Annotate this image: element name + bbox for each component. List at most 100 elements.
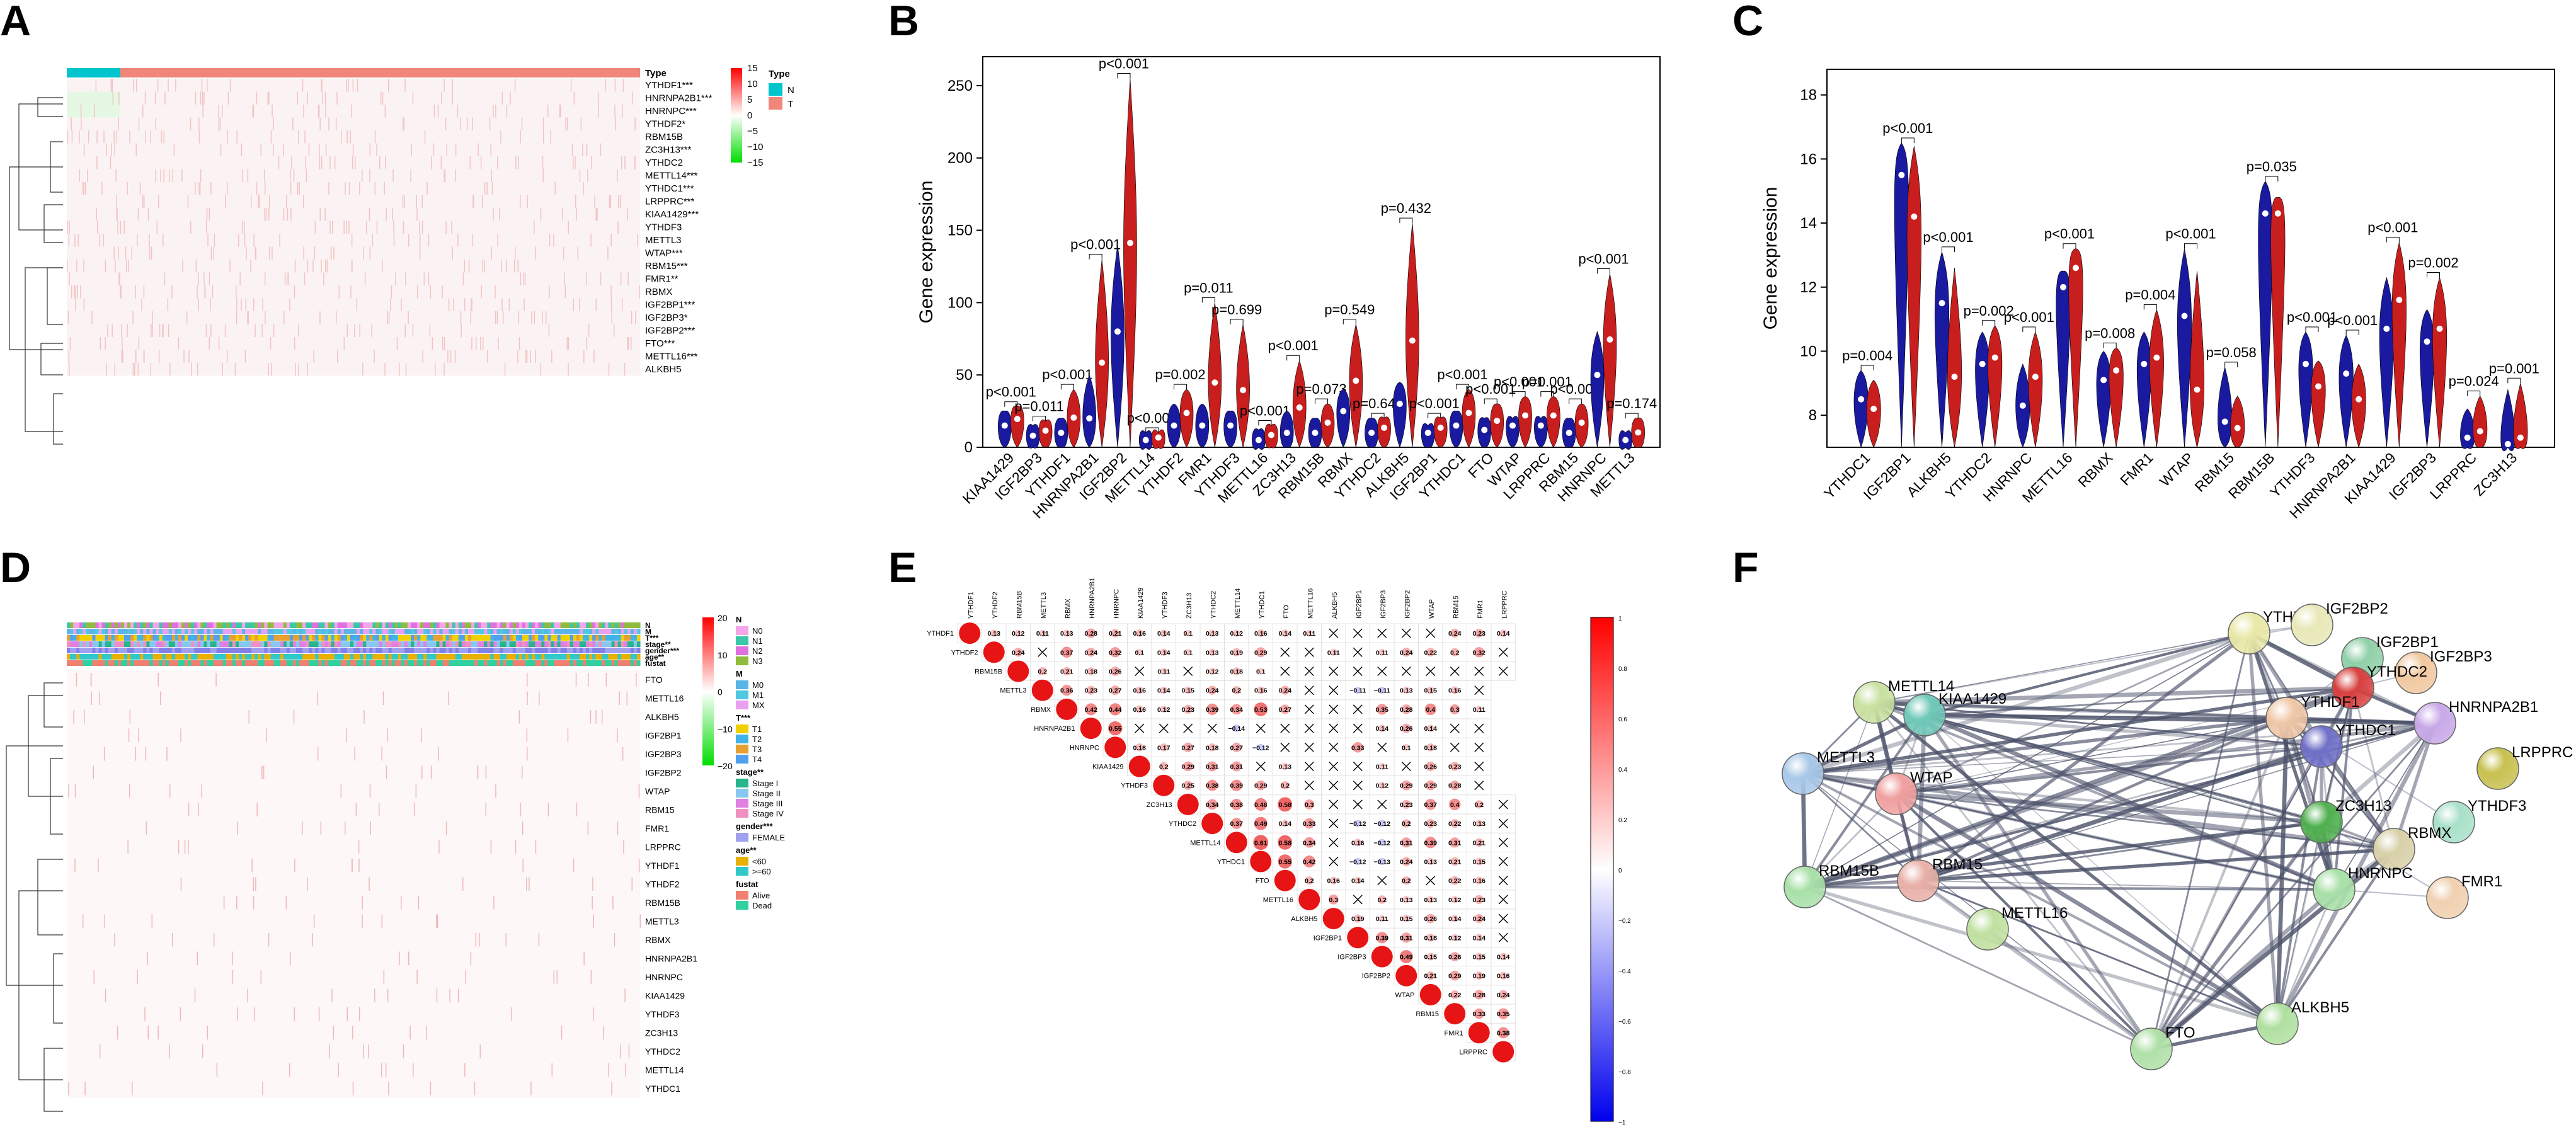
interaction-edge: [1804, 885, 2278, 1026]
heatmap-cell: [624, 156, 626, 169]
correlation-circle: [1402, 648, 1411, 657]
protein-node: [1903, 694, 1946, 736]
significance-bracket: [1540, 391, 1554, 397]
correlation-value: 0.14: [1376, 725, 1389, 733]
correlation-circle: [1225, 832, 1247, 854]
correlation-value: 0.15: [1473, 859, 1486, 866]
heatmap-cell: [444, 363, 445, 376]
annotation-cell: [573, 622, 577, 628]
annotation-cell: [95, 629, 100, 634]
annotation-cell: [235, 641, 239, 647]
annotation-cell: [598, 622, 602, 628]
heatmap-cell: [149, 234, 150, 247]
heatmap-cell: [329, 156, 331, 169]
annotation-cell: [353, 635, 357, 641]
annotation-cell: [394, 629, 399, 634]
annotation-cell: [321, 622, 326, 628]
heatmap-cell: [132, 1082, 133, 1096]
annotation-cell: [455, 654, 459, 660]
correlation-value: 0.33: [1351, 744, 1365, 752]
correlation-value: 0.13: [1400, 687, 1413, 695]
annotation-cell: [605, 635, 609, 641]
heatmap-cell: [218, 105, 219, 118]
gene-row-label: METTL3: [645, 916, 679, 926]
annotation-cell: [560, 641, 564, 647]
annotation-cell: [379, 641, 383, 647]
heatmap-cell: [321, 79, 323, 92]
annotation-cell: [229, 629, 233, 634]
annotation-cell: [570, 629, 574, 634]
correlation-value: −0.12: [1373, 820, 1390, 828]
annotation-cell: [340, 641, 345, 647]
annotation-cell: [360, 622, 364, 628]
correlation-value: 0.13: [1473, 820, 1486, 828]
nonsignificant-cross: [1038, 647, 1048, 657]
annotation-cell: [589, 635, 593, 641]
annotation-cell: [149, 635, 154, 641]
heatmap-cell: [157, 79, 159, 92]
annotation-cell: [478, 648, 481, 653]
heatmap-cell: [297, 91, 299, 105]
annotation-cell: [471, 635, 475, 641]
correlation-circle: [1426, 686, 1434, 694]
heatmap-cell: [625, 1063, 626, 1077]
interaction-edge: [1924, 632, 2250, 716]
annotation-cell: [481, 660, 484, 666]
gene-row-label: METTL16: [645, 693, 684, 703]
annotation-cell: [331, 629, 335, 634]
annotation-cell: [360, 648, 364, 653]
heatmap-cell: [167, 298, 169, 311]
row-label: FMR1: [1445, 1029, 1463, 1037]
correlation-circle: [1499, 629, 1508, 637]
annotation-cell: [273, 629, 278, 634]
annotation-cell: [449, 654, 453, 660]
correlation-value: 0.11: [1376, 649, 1388, 656]
annotation-cell: [375, 648, 380, 653]
tumor-violin: [2028, 331, 2043, 448]
correlation-circle: [1354, 820, 1361, 827]
heatmap-cell: [151, 246, 152, 260]
correlation-circle: [1135, 743, 1144, 752]
annotation-cell: [602, 648, 605, 653]
heatmap-cell: [391, 285, 392, 299]
node-label: METTL16: [2001, 905, 2068, 922]
heatmap-cell: [464, 298, 466, 311]
annotation-cell: [493, 660, 498, 666]
annotation-cell: [162, 629, 166, 634]
heatmap-cell: [325, 260, 326, 273]
heatmap-cell: [396, 337, 398, 350]
heatmap-cell: [290, 951, 291, 965]
legend-item: T: [787, 99, 793, 110]
annotation-cell: [143, 660, 147, 666]
correlation-circle: [1475, 876, 1483, 884]
annotation-cell: [627, 622, 631, 628]
tumor-median-point: [1042, 427, 1049, 434]
annotation-cell: [515, 654, 520, 660]
annotation-cell: [105, 622, 109, 628]
annotation-cell: [171, 622, 176, 628]
annotation-cell: [149, 654, 154, 660]
gene-row-label: HNRNPA2B1***: [645, 93, 713, 104]
column-label: WTAP: [1428, 599, 1436, 619]
heatmap-cell: [262, 1082, 263, 1096]
heatmap-cell: [259, 195, 260, 208]
annotation-cell: [197, 635, 201, 641]
heatmap-cell: [283, 208, 285, 221]
heatmap-cell: [290, 169, 291, 182]
annotation-cell: [239, 641, 243, 647]
heatmap-cell: [125, 246, 127, 260]
annotation-cell: [149, 622, 154, 628]
annotation-cell: [382, 648, 386, 653]
legend-item: Dead: [752, 901, 772, 910]
heatmap-cell: [371, 324, 372, 337]
heatmap-cell: [580, 117, 582, 130]
annotation-cell: [611, 654, 615, 660]
heatmap-cell: [493, 896, 495, 910]
tumor-median-point: [2356, 396, 2362, 403]
heatmap-cell: [105, 260, 106, 273]
annotation-cell: [124, 660, 128, 666]
heatmap-cell: [122, 350, 123, 363]
annotation-cell: [255, 654, 258, 660]
correlation-value: 0.11: [1157, 668, 1170, 676]
annotation-cell: [621, 660, 625, 666]
